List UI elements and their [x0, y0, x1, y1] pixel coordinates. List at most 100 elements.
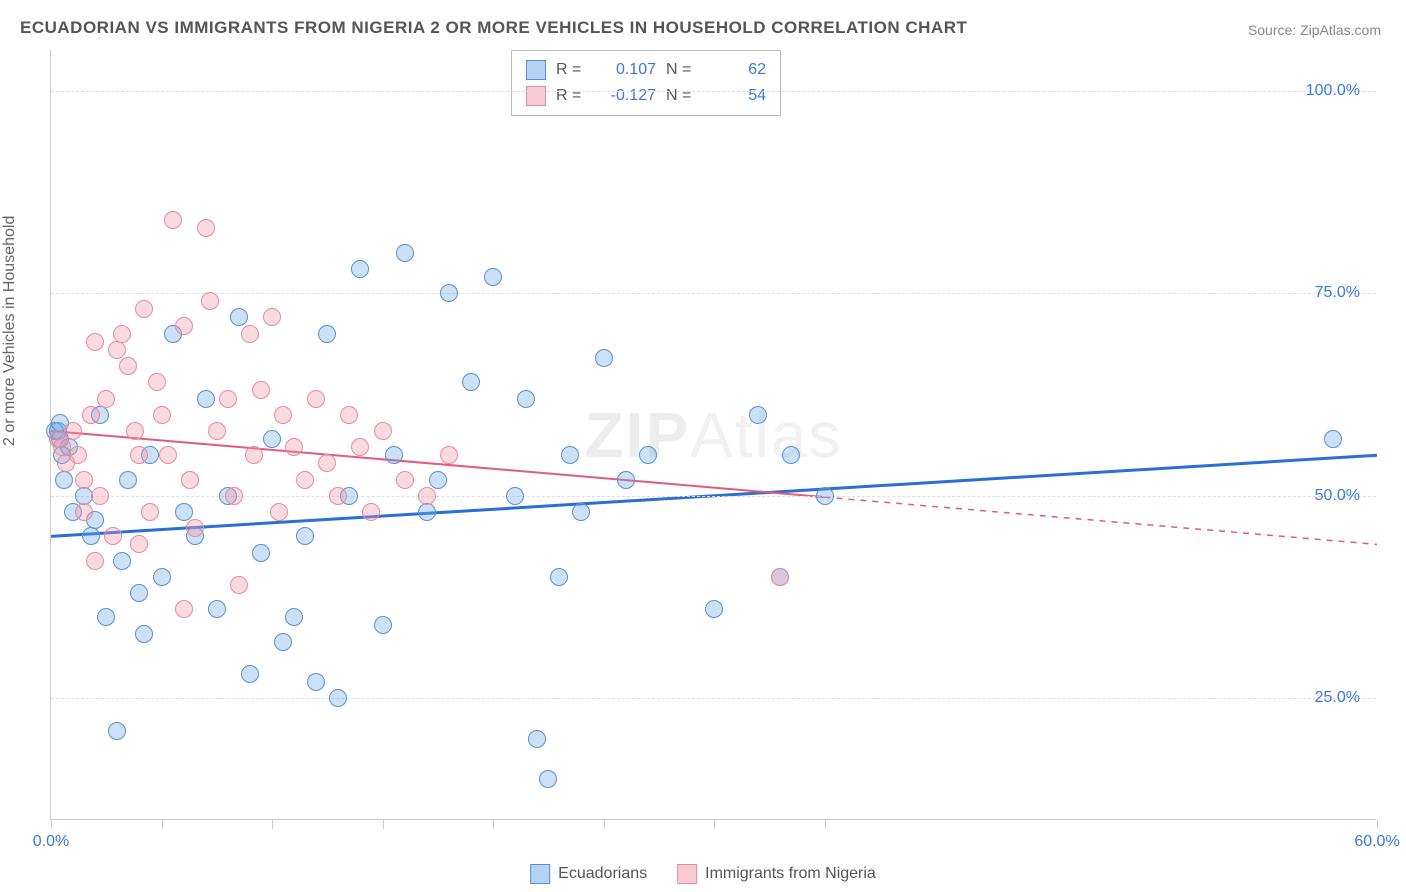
data-point — [307, 673, 325, 691]
data-point — [539, 770, 557, 788]
data-point — [385, 446, 403, 464]
data-point — [705, 600, 723, 618]
data-point — [241, 325, 259, 343]
data-point — [462, 373, 480, 391]
data-point — [241, 665, 259, 683]
watermark-atlas: Atlas — [690, 399, 842, 471]
data-point — [274, 406, 292, 424]
plot-area: ZIPAtlas R = 0.107 N = 62 R = -0.127 N =… — [50, 50, 1376, 820]
data-point — [362, 503, 380, 521]
swatch-pink-icon — [526, 86, 546, 106]
data-point — [175, 503, 193, 521]
data-point — [119, 471, 137, 489]
data-point — [86, 552, 104, 570]
watermark-zip: ZIP — [585, 399, 691, 471]
y-tick-label: 50.0% — [1315, 487, 1360, 505]
data-point — [351, 438, 369, 456]
stats-row-blue: R = 0.107 N = 62 — [526, 57, 766, 83]
data-point — [252, 544, 270, 562]
data-point — [164, 211, 182, 229]
x-tick-mark — [825, 819, 826, 829]
y-tick-label: 25.0% — [1315, 689, 1360, 707]
data-point — [181, 471, 199, 489]
data-point — [113, 552, 131, 570]
data-point — [528, 730, 546, 748]
data-point — [771, 568, 789, 586]
chart-title: ECUADORIAN VS IMMIGRANTS FROM NIGERIA 2 … — [20, 18, 967, 38]
data-point — [108, 722, 126, 740]
data-point — [126, 422, 144, 440]
data-point — [252, 381, 270, 399]
legend-label-ecuadorians: Ecuadorians — [558, 865, 647, 883]
data-point — [197, 390, 215, 408]
data-point — [86, 333, 104, 351]
data-point — [141, 503, 159, 521]
x-tick-mark — [383, 819, 384, 829]
data-point — [75, 471, 93, 489]
data-point — [130, 446, 148, 464]
source-label: Source: ZipAtlas.com — [1248, 22, 1381, 38]
legend-item-ecuadorians: Ecuadorians — [530, 864, 647, 884]
data-point — [617, 471, 635, 489]
n-label: N = — [666, 61, 696, 79]
data-point — [285, 608, 303, 626]
data-point — [270, 503, 288, 521]
x-tick-mark — [272, 819, 273, 829]
data-point — [113, 325, 131, 343]
x-tick-mark — [162, 819, 163, 829]
data-point — [296, 471, 314, 489]
data-point — [429, 471, 447, 489]
data-point — [175, 600, 193, 618]
data-point — [572, 503, 590, 521]
data-point — [245, 446, 263, 464]
data-point — [517, 390, 535, 408]
data-point — [208, 422, 226, 440]
data-point — [208, 600, 226, 618]
stats-row-pink: R = -0.127 N = 54 — [526, 83, 766, 109]
data-point — [396, 244, 414, 262]
data-point — [159, 446, 177, 464]
data-point — [225, 487, 243, 505]
trend-lines — [51, 50, 1377, 820]
data-point — [561, 446, 579, 464]
x-tick-mark — [604, 819, 605, 829]
data-point — [97, 608, 115, 626]
data-point — [91, 487, 109, 505]
r-label: R = — [556, 61, 586, 79]
data-point — [104, 527, 122, 545]
data-point — [749, 406, 767, 424]
data-point — [64, 422, 82, 440]
data-point — [197, 219, 215, 237]
data-point — [108, 341, 126, 359]
data-point — [550, 568, 568, 586]
data-point — [55, 471, 73, 489]
data-point — [340, 406, 358, 424]
data-point — [219, 390, 237, 408]
data-point — [285, 438, 303, 456]
data-point — [274, 633, 292, 651]
data-point — [816, 487, 834, 505]
data-point — [201, 292, 219, 310]
data-point — [440, 446, 458, 464]
data-point — [329, 487, 347, 505]
swatch-blue-icon — [530, 864, 550, 884]
data-point — [230, 576, 248, 594]
data-point — [484, 268, 502, 286]
data-point — [175, 317, 193, 335]
data-point — [263, 430, 281, 448]
y-tick-label: 100.0% — [1306, 82, 1360, 100]
n-value-blue: 62 — [706, 61, 766, 79]
data-point — [639, 446, 657, 464]
legend-item-nigeria: Immigrants from Nigeria — [677, 864, 876, 884]
data-point — [135, 625, 153, 643]
data-point — [506, 487, 524, 505]
gridline — [51, 293, 1376, 294]
x-tick-mark — [1377, 819, 1378, 829]
data-point — [186, 519, 204, 537]
swatch-pink-icon — [677, 864, 697, 884]
data-point — [69, 446, 87, 464]
data-point — [396, 471, 414, 489]
data-point — [148, 373, 166, 391]
legend-label-nigeria: Immigrants from Nigeria — [705, 865, 876, 883]
data-point — [318, 325, 336, 343]
